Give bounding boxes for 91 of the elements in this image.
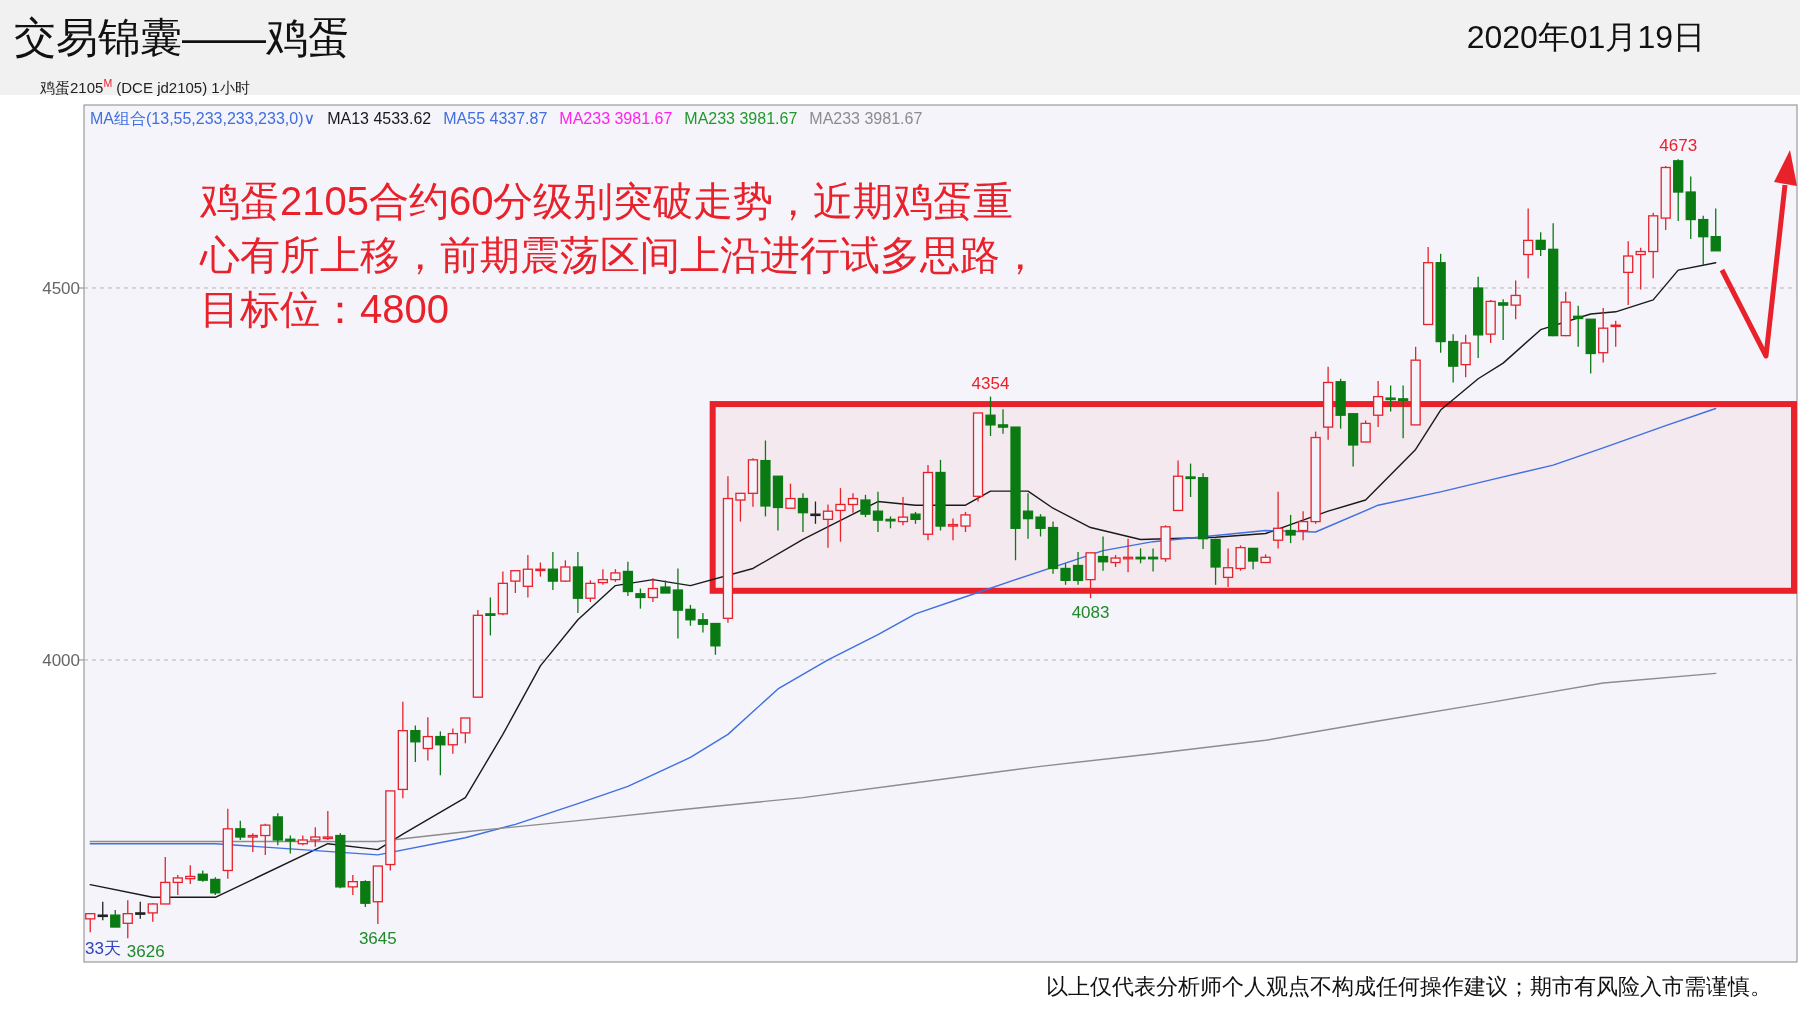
candlestick [1510,279,1521,320]
candlestick [510,570,521,594]
candlestick [422,716,433,762]
candlestick [635,587,646,610]
annotation: MA233 3981.67 [559,110,673,127]
candlestick [1360,419,1371,443]
candlestick [735,492,746,523]
candlestick [97,901,108,921]
candlestick [947,517,959,541]
candlestick [1498,298,1509,341]
line-series [89,672,1717,843]
candlestick [1698,215,1709,266]
candlestick [1035,513,1046,538]
candlestick [685,604,696,627]
candlestick [997,408,1009,435]
candlestick [1097,535,1109,572]
candlestick [1635,247,1646,291]
candlestick [1222,547,1234,588]
candlestick [1060,562,1071,586]
text: 2020年01月19日 [1466,19,1705,55]
candlestick [1235,544,1246,572]
candlestick [410,724,421,763]
candlestick [1185,462,1196,498]
candlestick [260,822,271,856]
candlestick [860,494,871,518]
candlestick [672,567,684,640]
candlestick [897,496,909,526]
candlestick [797,492,809,533]
candlestick [122,899,133,939]
annotation: 3626 [126,942,165,961]
candlestick [272,812,283,846]
line-series [89,407,1717,856]
candlestick [697,612,709,634]
candlestick [1623,240,1634,306]
candlestick [485,596,496,637]
candlestick [1072,551,1084,586]
candlestick [1297,510,1309,541]
candlestick [960,511,971,533]
candlestick [872,491,884,533]
candlestick [360,879,371,908]
candlestick [1272,491,1284,550]
text: MA233 3981.67 [809,110,923,127]
text: 以上仅代表分析师个人观点不构成任何操作建议；期市有风险入市需谨慎。 [1046,974,1772,999]
candlestick [347,874,358,896]
candlestick [585,579,596,603]
candlestick [985,395,996,437]
text: MA13 4533.62 [327,110,432,127]
candlestick [172,874,183,896]
candlestick [647,577,659,603]
candlestick [435,730,446,776]
chart-title: 交易锦囊——鸡蛋 [14,14,350,61]
annotation: 3645 [358,929,397,949]
candlestick [1535,231,1546,257]
candlestick [522,554,534,599]
candlestick [547,551,559,591]
annotation: 4673 [1659,136,1698,156]
candlestick [235,820,246,841]
candlestick [822,503,834,549]
annotation: 鸡蛋2105合约60分级别突破走势，近期鸡蛋重心有所上移，前期震荡区间上沿进行试多思路，目标位：4800 [199,179,1040,331]
y-tick-label: 4000 [42,650,80,670]
candlestick [160,856,171,905]
annotation: 4354 [971,373,1010,393]
candlestick [597,568,609,586]
candlestick [147,902,158,923]
candlestick [1285,514,1296,544]
candlestick [1460,334,1471,378]
candlestick [1022,492,1034,540]
candlestick [1247,547,1259,570]
candlestick [247,832,258,853]
chart-subtitle: 鸡蛋2105$^{M}$ (DCE jd2105) 1小时 [39,77,250,96]
candlestick [1523,207,1534,279]
text: MA55 4337.87 [443,110,548,127]
y-tick-label: 4500 [42,279,80,299]
candlestick [1372,380,1384,428]
candlestick [847,492,859,514]
candlestick [622,561,634,597]
annotation: 4083 [1071,603,1110,623]
annotation: MA组合(13,55,233,233,233,0)∨ [90,110,316,127]
candlestick [447,727,459,755]
annotation: MA233 3981.67 [684,110,798,127]
candlestick [1710,207,1721,252]
candlestick [710,622,721,656]
candlestick [560,559,571,583]
candlestick [835,487,846,543]
candlestick [310,826,321,848]
candlestick [1397,384,1409,439]
candlestick [1385,384,1396,413]
annotation: 33天 [85,939,121,958]
candlestick [460,717,471,744]
candlestick [785,483,796,509]
candlestick [322,810,333,841]
